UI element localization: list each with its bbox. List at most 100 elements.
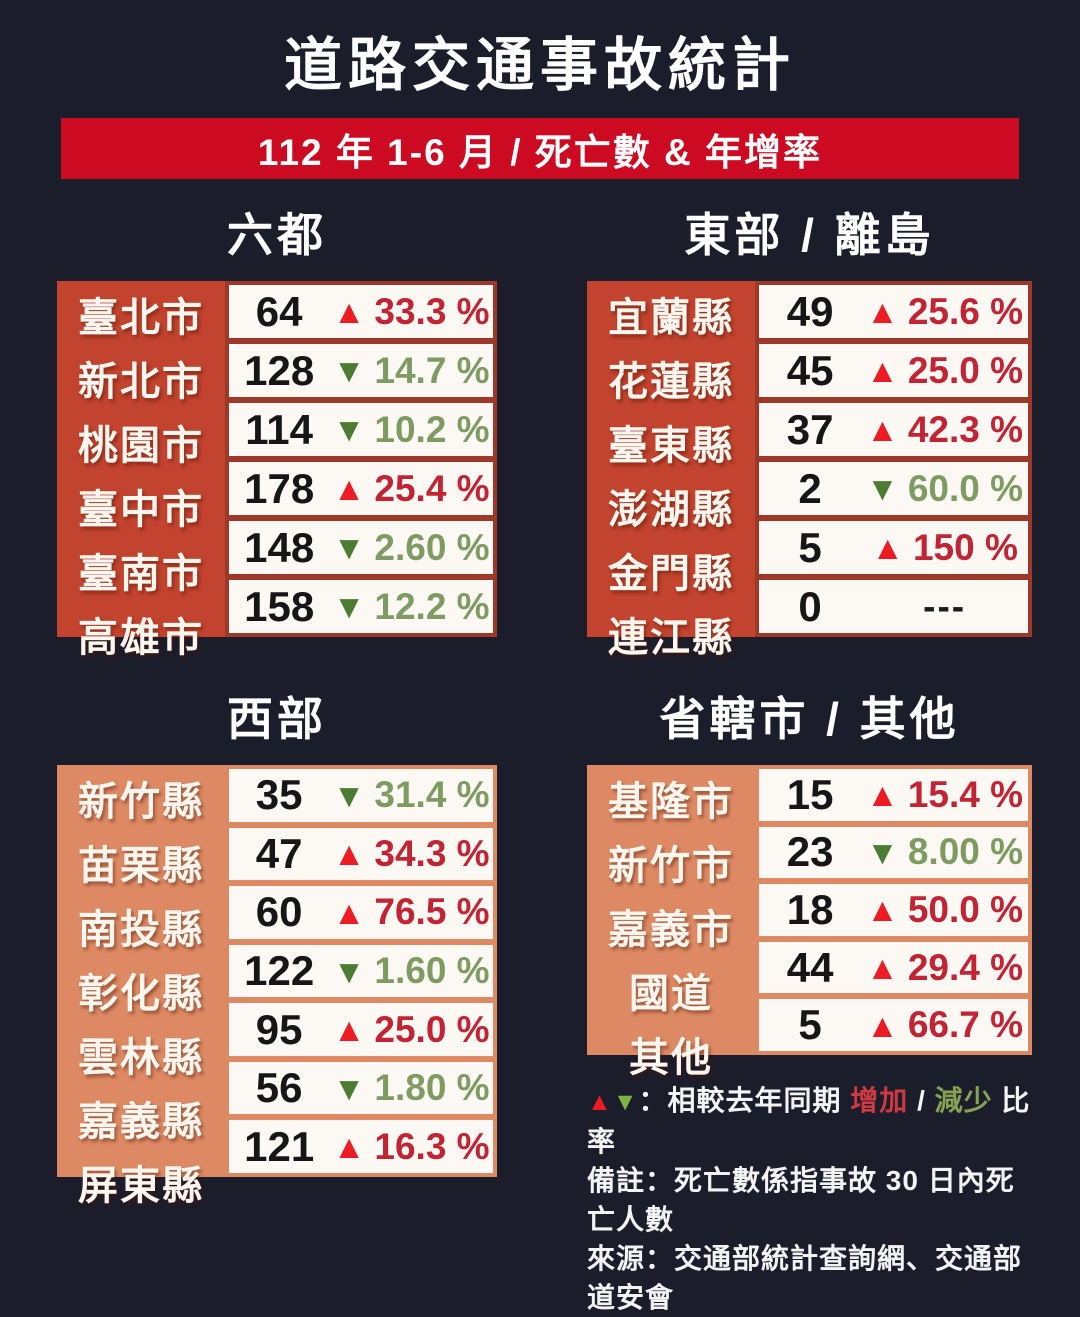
up-arrow-icon: ▲	[332, 1128, 366, 1166]
up-arrow-icon: ▲	[332, 893, 366, 931]
legend-increase: 增加	[850, 1085, 909, 1116]
death-count: 114	[245, 405, 314, 453]
change-percent: 76.5 %	[374, 891, 490, 933]
death-count: 158	[244, 582, 315, 630]
yoy-change: ▲ 76.5 %	[329, 891, 493, 933]
death-count: 5	[798, 523, 822, 571]
change-percent: 14.7 %	[374, 349, 490, 391]
stat-row: 35 ▼ 31.4 %	[229, 769, 493, 822]
region-label: 新北市	[78, 360, 204, 404]
down-arrow-icon: ▼	[612, 1088, 639, 1116]
stat-row: 18 ▲ 50.0 %	[759, 884, 1028, 936]
up-arrow-icon: ▲	[332, 293, 366, 330]
yoy-change: ---	[861, 586, 1028, 628]
region-label: 臺東縣	[608, 424, 734, 468]
death-count: 178	[244, 464, 315, 512]
change-percent: 2.60 %	[374, 526, 490, 568]
death-count: 2	[798, 464, 822, 512]
death-count: 45	[786, 346, 834, 394]
down-arrow-icon: ▼	[332, 776, 366, 814]
death-count: 23	[786, 828, 834, 876]
region-label: 高雄市	[78, 616, 204, 660]
values-column: 35 ▼ 31.4 % 47 ▲ 34.3 % 60 ▲ 76.5 % 122 ▼ 1.60 % 95 ▲…	[225, 765, 497, 1177]
stat-row: 2 ▼ 60.0 %	[759, 462, 1028, 515]
stat-row: 148 ▼ 2.60 %	[229, 521, 493, 574]
up-arrow-icon: ▲	[866, 949, 899, 987]
yoy-change: ▼ 60.0 %	[861, 468, 1028, 510]
section-provincial-cities-others: 省轄市 / 其他 基隆市 新竹市 嘉義市 國道 其他 15 ▲ 15.4 % 23 ▼ 8.00 …	[587, 637, 1032, 1080]
region-label-column: 臺北市 新北市 桃園市 臺中市 臺南市 高雄市	[57, 281, 225, 660]
left-column: 六都 臺北市 新北市 桃園市 臺中市 臺南市 高雄市 64 ▲ 33.3 % 128 ▼ 14.7 …	[57, 179, 497, 1317]
yoy-change: ▼ 14.7 %	[329, 350, 493, 392]
change-percent: 25.4 %	[374, 467, 490, 509]
region-label: 澎湖縣	[608, 488, 734, 532]
down-arrow-icon: ▼	[332, 411, 366, 448]
yoy-change: ▼ 10.2 %	[329, 409, 493, 451]
legend-line: ▲▼：相較去年同期 增加 / 減少 比率	[587, 1081, 1032, 1161]
stat-row: 114 ▼ 10.2 %	[229, 403, 493, 456]
down-arrow-icon: ▼	[332, 352, 366, 389]
note-line: 備註：死亡數係指事故 30 日內死亡人數	[587, 1165, 1015, 1235]
stat-table-east-islands: 宜蘭縣 花蓮縣 臺東縣 澎湖縣 金門縣 連江縣 49 ▲ 25.6 % 45 ▲ 25.0 % 37 ▲…	[587, 281, 1032, 660]
death-count: 60	[255, 888, 303, 936]
change-percent: ---	[923, 585, 967, 627]
change-percent: 150 %	[912, 526, 1018, 568]
region-label: 屏東縣	[78, 1164, 204, 1208]
section-title: 東部 / 離島	[684, 209, 935, 261]
section-title: 省轄市 / 其他	[659, 693, 960, 745]
up-arrow-icon: ▲	[866, 1006, 899, 1044]
yoy-change: ▲ 25.0 %	[329, 1009, 493, 1051]
change-percent: 42.3 %	[907, 408, 1024, 450]
region-label: 彰化縣	[78, 972, 204, 1016]
region-label: 新竹縣	[78, 780, 204, 824]
region-label: 雲林縣	[78, 1036, 204, 1080]
yoy-change: ▲ 34.3 %	[329, 833, 493, 875]
yoy-change: ▼ 1.80 %	[329, 1067, 493, 1109]
region-label-column: 宜蘭縣 花蓮縣 臺東縣 澎湖縣 金門縣 連江縣	[587, 281, 755, 660]
stat-row: 122 ▼ 1.60 %	[229, 944, 493, 998]
yoy-change: ▼ 2.60 %	[329, 527, 493, 569]
region-label-column: 基隆市 新竹市 嘉義市 國道 其他	[587, 765, 755, 1080]
change-percent: 8.00 %	[907, 831, 1024, 873]
death-count: 49	[786, 287, 834, 335]
yoy-change: ▲ 25.0 %	[861, 350, 1028, 392]
footnotes: ▲▼：相較去年同期 增加 / 減少 比率 備註：死亡數係指事故 30 日內死亡人…	[587, 1081, 1032, 1317]
death-count: 15	[786, 770, 834, 818]
up-arrow-icon: ▲	[587, 1088, 613, 1116]
region-label: 基隆市	[608, 780, 734, 824]
stat-table-six-municipalities: 臺北市 新北市 桃園市 臺中市 臺南市 高雄市 64 ▲ 33.3 % 128 ▼ 14.7 % 11…	[57, 281, 497, 660]
change-percent: 12.2 %	[374, 585, 490, 627]
stat-row: 128 ▼ 14.7 %	[229, 344, 493, 397]
region-label: 國道	[629, 972, 713, 1016]
change-percent: 1.60 %	[374, 950, 490, 992]
period-banner-text: 112 年 1-6 月 / 死亡數 & 年增率	[257, 131, 823, 173]
stat-row: 158 ▼ 12.2 %	[229, 580, 493, 633]
tables-grid: 六都 臺北市 新北市 桃園市 臺中市 臺南市 高雄市 64 ▲ 33.3 % 128 ▼ 14.7 …	[0, 179, 1080, 1317]
yoy-change: ▲ 25.6 %	[861, 291, 1028, 333]
stat-row: 64 ▲ 33.3 %	[229, 285, 493, 338]
stat-row: 0 ---	[759, 580, 1028, 633]
stat-row: 56 ▼ 1.80 %	[229, 1061, 493, 1115]
change-percent: 15.4 %	[907, 773, 1024, 815]
death-count: 122	[244, 947, 315, 995]
change-percent: 31.4 %	[374, 774, 490, 816]
up-arrow-icon: ▲	[866, 352, 899, 389]
change-percent: 60.0 %	[907, 467, 1024, 509]
death-count: 95	[255, 1005, 303, 1053]
death-count: 18	[786, 885, 834, 933]
region-label: 南投縣	[78, 908, 204, 952]
region-label: 臺南市	[78, 552, 204, 596]
stat-row: 15 ▲ 15.4 %	[759, 769, 1028, 821]
death-count: 35	[255, 771, 303, 819]
yoy-change: ▲ 16.3 %	[329, 1126, 493, 1168]
yoy-change: ▼ 31.4 %	[329, 774, 493, 816]
right-column: 東部 / 離島 宜蘭縣 花蓮縣 臺東縣 澎湖縣 金門縣 連江縣 49 ▲ 25.6 % 45 ▲ 2…	[587, 179, 1032, 1317]
change-percent: 25.6 %	[907, 290, 1024, 332]
period-banner: 112 年 1-6 月 / 死亡數 & 年增率	[61, 118, 1019, 179]
region-label: 苗栗縣	[78, 844, 204, 888]
death-count: 121	[244, 1122, 315, 1170]
down-arrow-icon: ▼	[332, 1069, 366, 1107]
yoy-change: ▲ 15.4 %	[861, 774, 1028, 816]
death-count: 37	[786, 405, 834, 453]
change-percent: 29.4 %	[907, 946, 1024, 988]
